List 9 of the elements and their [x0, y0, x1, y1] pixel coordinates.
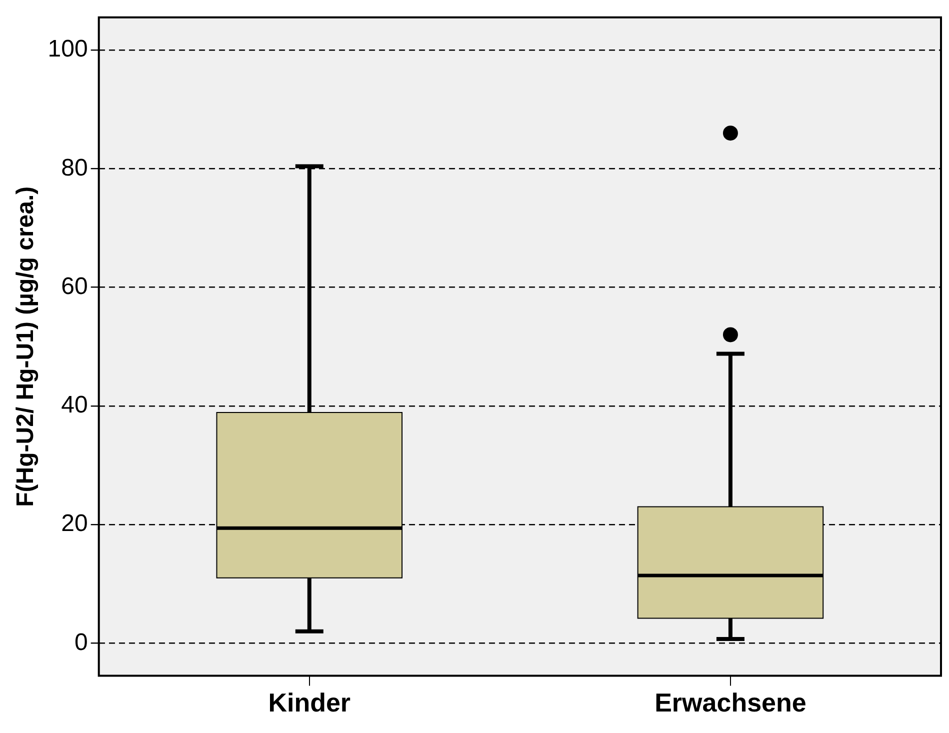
y-tick-label: 80	[61, 154, 88, 182]
y-tick-label: 60	[61, 272, 88, 300]
y-tick-label: 100	[48, 36, 88, 63]
x-tick-label: Kinder	[268, 688, 351, 718]
y-tick-label: 40	[61, 392, 88, 419]
x-tick-label: Erwachsene	[654, 688, 806, 718]
y-tick-label: 0	[74, 628, 88, 656]
y-tick-label: 20	[61, 510, 88, 538]
y-axis-title: F(Hg-U2/ Hg-U1) (µg/g crea.)	[12, 186, 40, 507]
